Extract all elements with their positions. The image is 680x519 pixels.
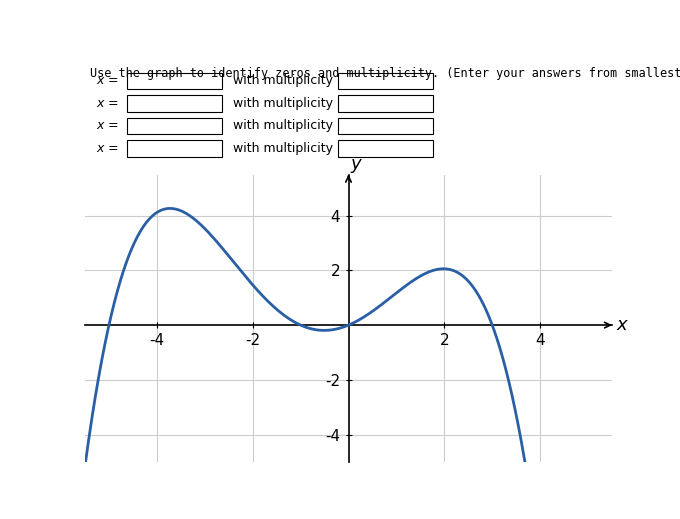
Text: with multiplicity: with multiplicity: [233, 97, 333, 110]
FancyBboxPatch shape: [338, 140, 432, 157]
Text: $x$ =: $x$ =: [95, 142, 118, 155]
Text: $x$ =: $x$ =: [95, 119, 118, 132]
Text: with multiplicity: with multiplicity: [233, 119, 333, 132]
FancyBboxPatch shape: [338, 73, 432, 89]
Text: Use the graph to identify zeros and multiplicity. (Enter your answers from small: Use the graph to identify zeros and mult…: [90, 67, 680, 80]
FancyBboxPatch shape: [127, 95, 222, 112]
Text: y: y: [350, 155, 361, 173]
FancyBboxPatch shape: [127, 73, 222, 89]
Text: $x$ =: $x$ =: [95, 97, 118, 110]
FancyBboxPatch shape: [127, 140, 222, 157]
Text: with multiplicity: with multiplicity: [233, 74, 333, 87]
Text: x: x: [617, 316, 628, 334]
FancyBboxPatch shape: [127, 118, 222, 134]
FancyBboxPatch shape: [338, 118, 432, 134]
FancyBboxPatch shape: [338, 95, 432, 112]
Text: $x$ =: $x$ =: [95, 74, 118, 87]
Text: with multiplicity: with multiplicity: [233, 142, 333, 155]
